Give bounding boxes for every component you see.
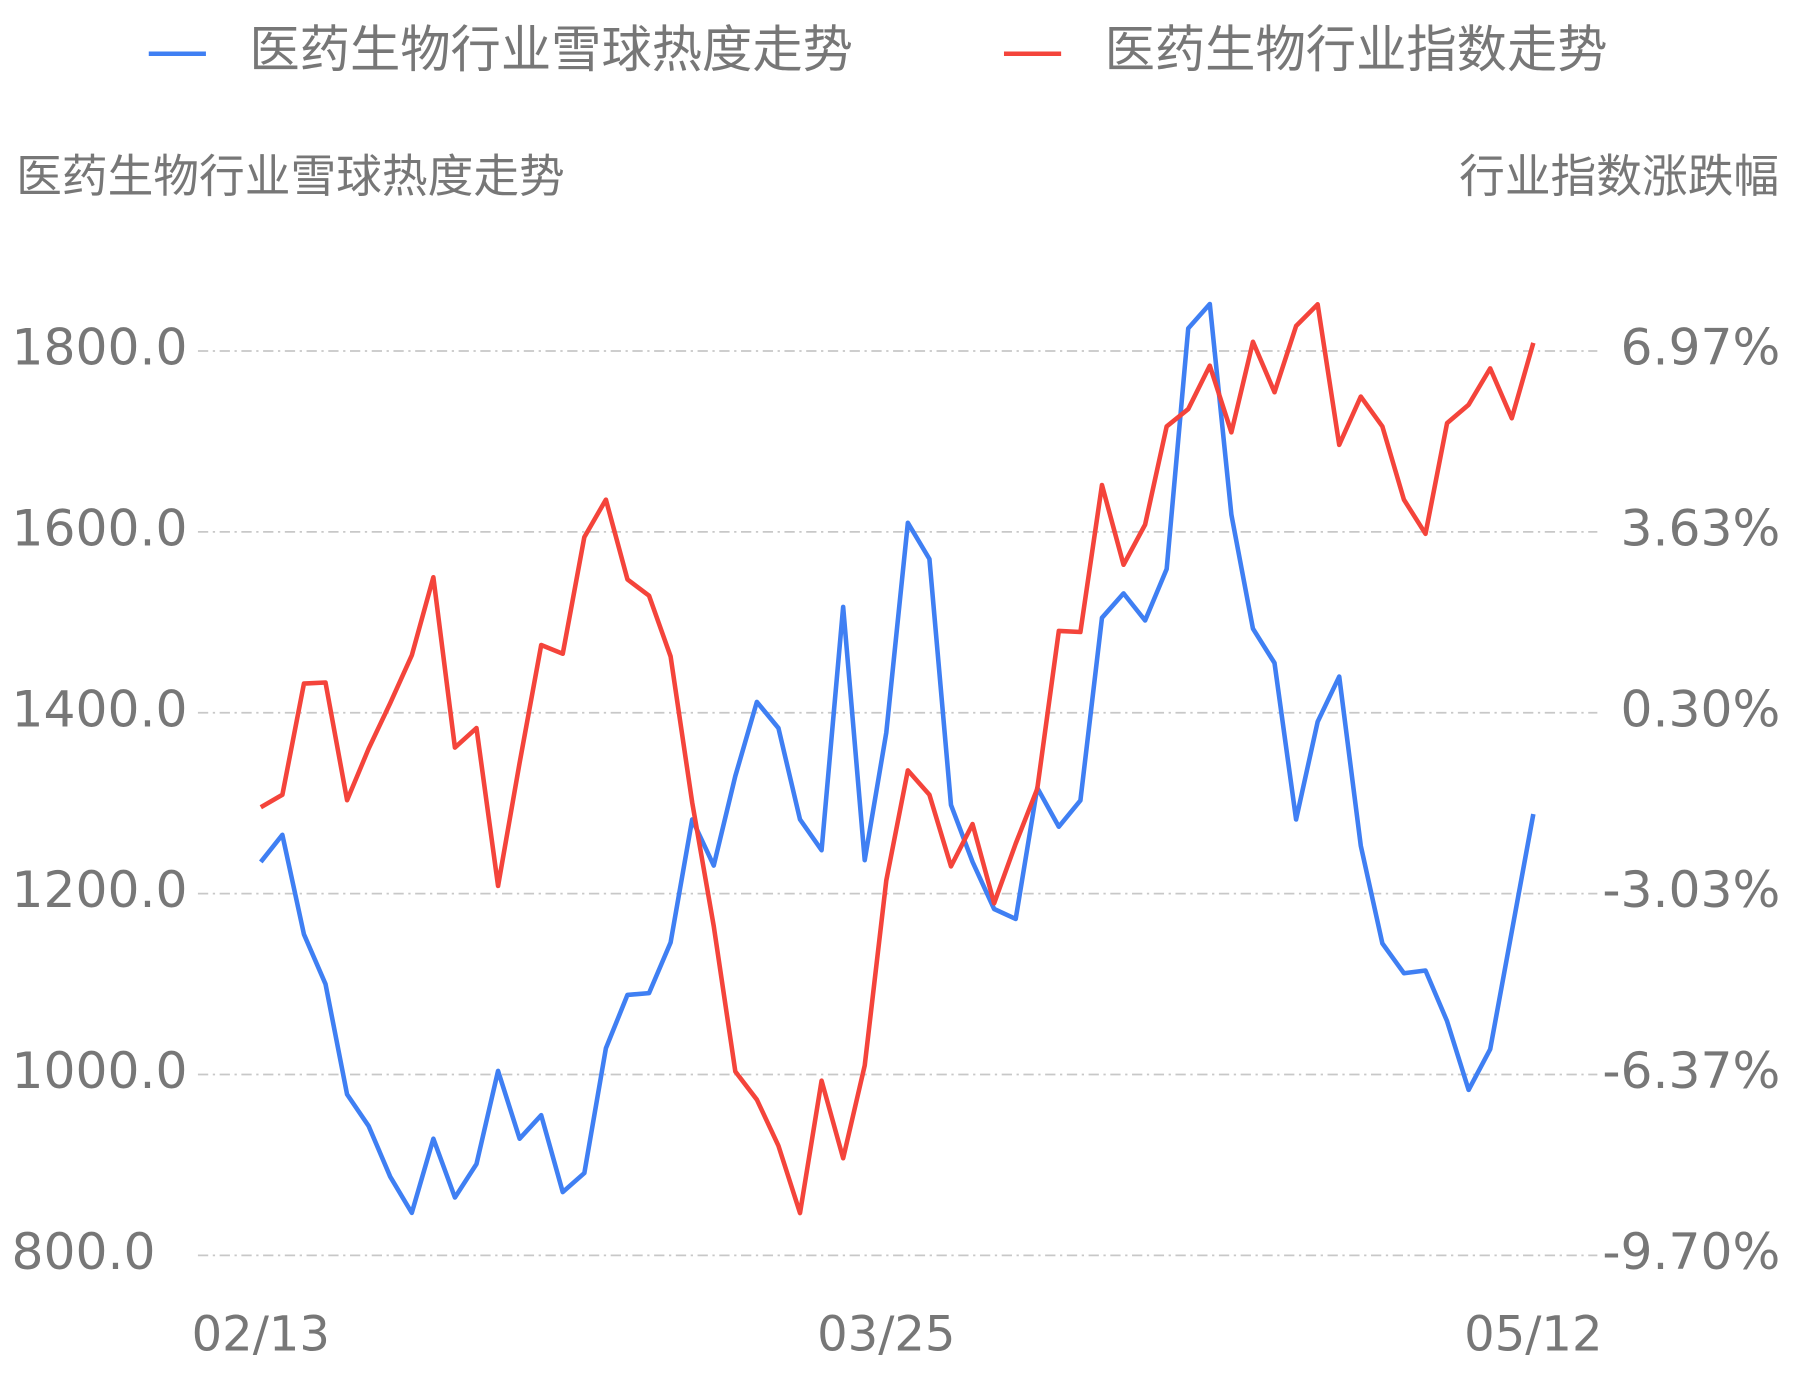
y-tick-label: 1200.0 [12, 860, 188, 919]
y2-tick-label: -6.37% [1602, 1041, 1780, 1100]
x-tick-label: 02/13 [192, 1307, 330, 1363]
series-line [259, 301, 1536, 1216]
y-tick-label: 1600.0 [12, 498, 188, 557]
legend-label: 医药生物行业指数走势 [1105, 20, 1608, 79]
y2-tick-label: 0.30% [1621, 679, 1781, 738]
y2-tick-label: 6.97% [1621, 318, 1781, 377]
y2-axis-title: 行业指数涨跌幅 [1459, 150, 1779, 203]
series-line [259, 302, 1536, 1216]
y-tick-label: 800.0 [12, 1222, 156, 1281]
y-axis-title: 医药生物行业雪球热度走势 [16, 150, 565, 203]
y2-tick-label: -3.03% [1602, 860, 1780, 919]
y-tick-label: 1400.0 [12, 679, 188, 738]
x-tick-label: 03/25 [817, 1307, 955, 1363]
x-tick-label: 05/12 [1464, 1307, 1602, 1363]
y2-tick-label: 3.63% [1621, 499, 1781, 558]
y2-tick-label: -9.70% [1602, 1222, 1780, 1281]
y-tick-label: 1000.0 [12, 1041, 188, 1100]
y-tick-label: 1800.0 [12, 318, 188, 377]
legend-label: 医药生物行业雪球热度走势 [249, 20, 853, 79]
